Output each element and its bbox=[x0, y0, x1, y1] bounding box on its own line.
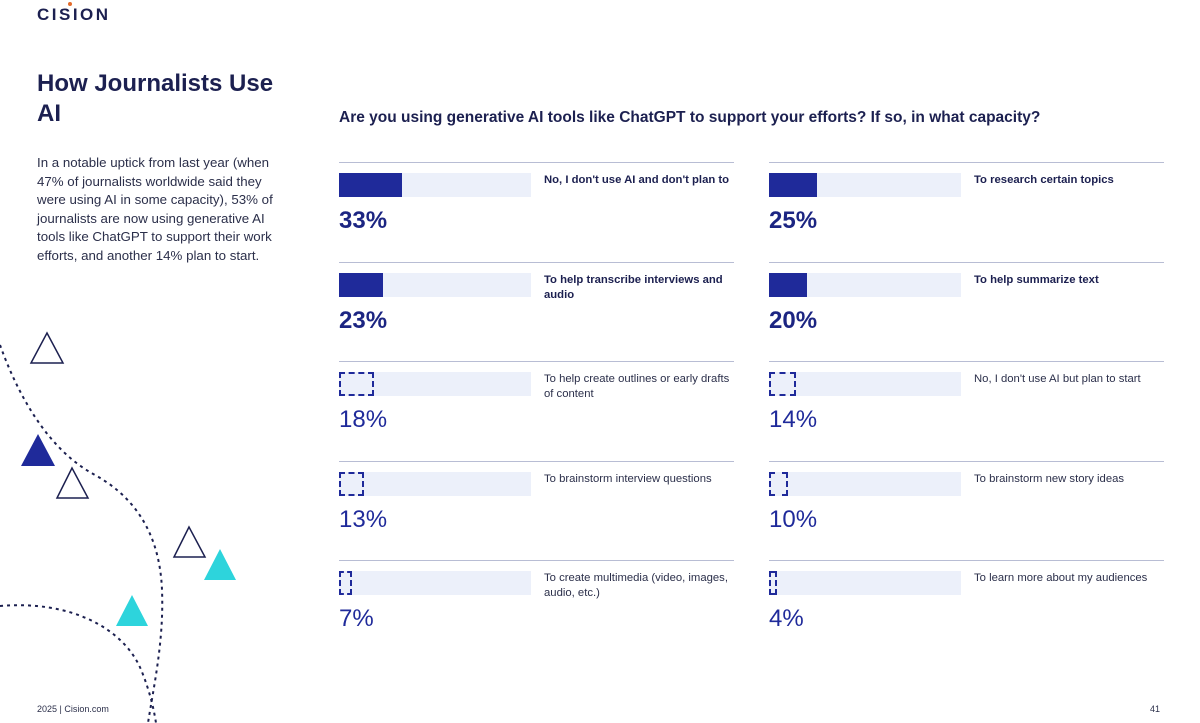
chart-item: To brainstorm new story ideas 10% bbox=[769, 460, 1164, 561]
bar bbox=[769, 372, 796, 396]
data-label: 10% bbox=[769, 505, 818, 533]
bar-track bbox=[339, 173, 531, 197]
data-label: 20% bbox=[769, 306, 818, 334]
bar-label: To create multimedia (video, images, aud… bbox=[544, 572, 728, 599]
navy-triangle-icon bbox=[21, 434, 55, 466]
chart-item: No, I don't use AI and don't plan to 33% bbox=[339, 162, 734, 262]
chart-title: Are you using generative AI tools like C… bbox=[339, 109, 1041, 126]
bar-track bbox=[769, 372, 961, 396]
bar-label: To help transcribe interviews and audio bbox=[544, 273, 723, 301]
bar bbox=[339, 272, 383, 297]
bar-track bbox=[339, 372, 531, 396]
bar bbox=[339, 372, 374, 396]
bar bbox=[339, 173, 402, 197]
bar-label: To research certain topics bbox=[974, 174, 1114, 186]
data-label: 13% bbox=[339, 505, 388, 533]
bar bbox=[769, 272, 807, 297]
bar bbox=[769, 471, 788, 496]
chart-item: To brainstorm interview questions 13% bbox=[339, 460, 734, 561]
data-label: 4% bbox=[769, 605, 804, 632]
bar bbox=[339, 471, 364, 496]
teal-triangle-icon bbox=[204, 549, 236, 580]
bar-label: To brainstorm interview questions bbox=[544, 472, 712, 485]
chart-item: To research certain topics 25% bbox=[769, 162, 1164, 262]
outline-triangle-icon bbox=[172, 525, 207, 558]
data-label: 7% bbox=[339, 605, 374, 632]
dotted-curve-lower bbox=[0, 604, 157, 723]
bar-label: No, I don't use AI but plan to start bbox=[974, 373, 1141, 385]
bar-track bbox=[339, 571, 531, 595]
bar-label: No, I don't use AI and don't plan to bbox=[544, 174, 730, 186]
data-label: 23% bbox=[339, 306, 388, 334]
data-label: 14% bbox=[769, 406, 818, 433]
bar bbox=[769, 173, 817, 197]
chart-item: No, I don't use AI but plan to start 14% bbox=[769, 361, 1164, 461]
bar-label: To brainstorm new story ideas bbox=[974, 472, 1125, 485]
data-label: 25% bbox=[769, 207, 818, 234]
page-number: 41 bbox=[1150, 704, 1161, 714]
bar-label: To learn more about my audiences bbox=[974, 572, 1148, 584]
bar-label: To help create outlines or early drafts … bbox=[544, 373, 730, 400]
logo-accent-dot bbox=[68, 2, 72, 6]
bar-track bbox=[769, 471, 961, 496]
bar bbox=[339, 571, 352, 595]
dotted-curve-upper bbox=[0, 344, 164, 723]
bar bbox=[769, 571, 777, 595]
bar-track bbox=[769, 272, 961, 297]
chart-item: To help transcribe interviews and audio 2… bbox=[339, 261, 734, 362]
bar-track bbox=[339, 471, 531, 496]
chart-item: To create multimedia (video, images, aud… bbox=[339, 560, 734, 660]
outline-triangle-icon bbox=[29, 331, 65, 364]
intro-paragraph: In a notable uptick from last year (when… bbox=[37, 155, 273, 263]
data-label: 18% bbox=[339, 406, 388, 433]
teal-triangle-icon bbox=[116, 595, 148, 626]
bar-track bbox=[769, 173, 961, 197]
bar-track bbox=[339, 272, 531, 297]
chart-item: To help summarize text 20% bbox=[769, 261, 1164, 362]
bar-label: To help summarize text bbox=[974, 273, 1099, 286]
chart-item: To learn more about my audiences 4% bbox=[769, 560, 1164, 660]
page-title: How Journalists Use AI bbox=[37, 70, 274, 127]
data-label: 33% bbox=[339, 207, 388, 234]
footer-source: 2025 | Cision.com bbox=[37, 704, 109, 714]
outline-triangle-icon bbox=[55, 466, 90, 499]
cision-logo: CISION bbox=[37, 5, 111, 24]
chart-item: To help create outlines or early drafts … bbox=[339, 361, 734, 461]
bar-track bbox=[769, 571, 961, 595]
